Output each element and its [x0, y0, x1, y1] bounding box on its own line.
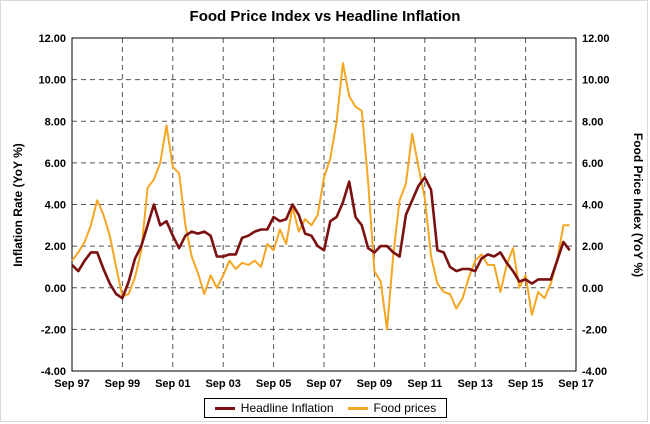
y-tick-label-right: 10.00 [582, 75, 610, 87]
x-tick-label: Sep 97 [54, 378, 89, 390]
legend-item-headline: Headline Inflation [214, 401, 334, 415]
legend-swatch-food [347, 406, 368, 410]
x-tick-label: Sep 99 [105, 378, 140, 390]
y-tick-label-left: -4.00 [41, 366, 66, 378]
x-tick-label: Sep 07 [306, 378, 341, 390]
x-tick-label: Sep 17 [558, 378, 593, 390]
y-tick-label-left: 10.00 [38, 75, 66, 87]
y-tick-label-right: 6.00 [582, 158, 603, 170]
y-tick-label-left: -2.00 [41, 324, 66, 336]
x-tick-label: Sep 09 [357, 378, 392, 390]
left-axis-ticks: 12.00 10.00 8.00 6.00 4.00 2.00 0.00 -2.00 -4.00 [38, 33, 66, 378]
grid-lines [72, 38, 576, 371]
y-tick-label-left: 6.00 [45, 158, 66, 170]
y-tick-label-right: 12.00 [582, 33, 610, 45]
y-tick-label-right: -2.00 [582, 324, 607, 336]
right-axis-ticks: 12.00 10.00 8.00 6.00 4.00 2.00 0.00 -2.00 -4.00 [582, 33, 610, 378]
series-line-food-prices [71, 62, 570, 331]
y-tick-label-right: 0.00 [582, 283, 603, 295]
legend-label-food: Food prices [373, 401, 437, 415]
legend-label-headline: Headline Inflation [240, 401, 334, 415]
chart-title: Food Price Index vs Headline Inflation [189, 8, 461, 25]
x-tick-label: Sep 15 [508, 378, 543, 390]
y-axis-label-right: Food Price Index (YoY %) [631, 133, 645, 277]
y-tick-label-left: 0.00 [45, 283, 66, 295]
y-axis-label-left: Inflation Rate (YoY %) [11, 143, 25, 267]
plot-border [71, 37, 577, 372]
y-tick-label-right: 8.00 [582, 116, 603, 128]
x-tick-label: Sep 03 [205, 378, 240, 390]
x-tick-label: Sep 13 [457, 378, 492, 390]
series-line-headline-inflation [71, 176, 571, 300]
y-tick-label-right: -4.00 [582, 366, 607, 378]
legend-swatch-headline [214, 406, 235, 410]
y-tick-label-left: 8.00 [45, 116, 66, 128]
x-tick-label: Sep 05 [256, 378, 291, 390]
x-axis-ticks: Sep 97 Sep 99 Sep 01 Sep 03 Sep 05 Sep 07 Sep … [54, 378, 593, 390]
y-tick-label-right: 4.00 [582, 200, 603, 212]
legend: Headline Inflation Food prices [204, 398, 447, 418]
x-tick-label: Sep 01 [155, 378, 190, 390]
legend-item-food: Food prices [347, 401, 437, 415]
y-tick-label-left: 4.00 [45, 200, 66, 212]
series-lines [71, 62, 571, 331]
y-tick-label-right: 2.00 [582, 241, 603, 253]
y-tick-label-left: 12.00 [38, 33, 66, 45]
y-tick-label-left: 2.00 [45, 241, 66, 253]
x-tick-label: Sep 11 [407, 378, 442, 390]
